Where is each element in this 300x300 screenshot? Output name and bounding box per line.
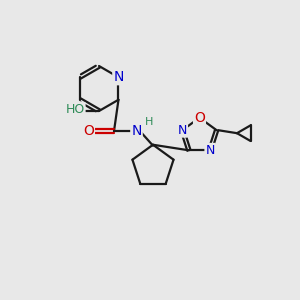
Text: N: N: [206, 144, 215, 157]
Text: H: H: [145, 117, 153, 127]
Text: N: N: [131, 124, 142, 138]
Text: O: O: [194, 111, 205, 125]
Text: O: O: [83, 124, 94, 138]
Text: N: N: [178, 124, 187, 137]
Text: N: N: [113, 70, 124, 84]
Text: HO: HO: [65, 103, 85, 116]
